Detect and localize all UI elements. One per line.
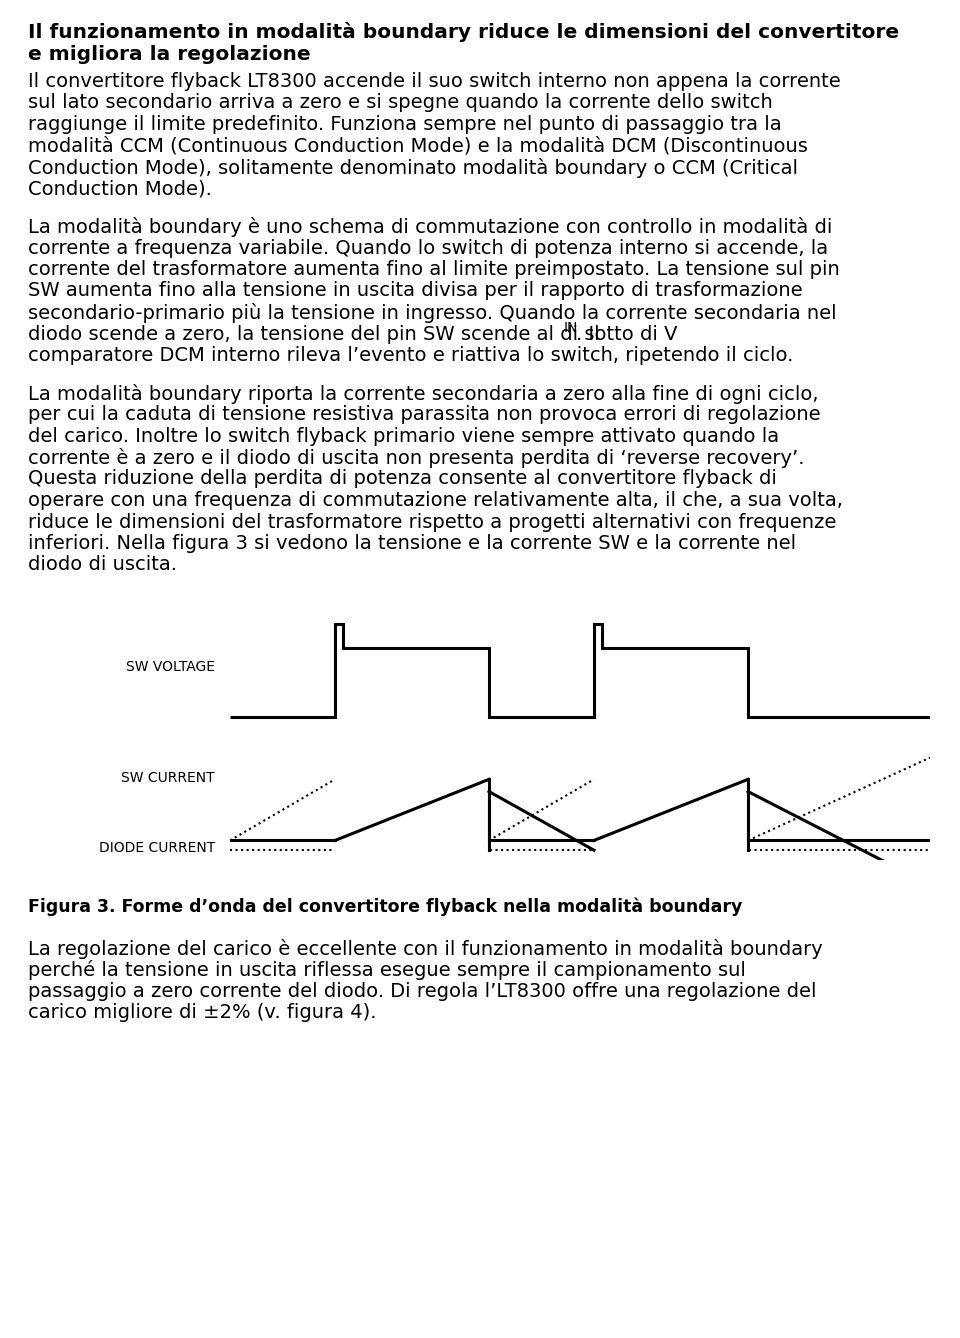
Text: per cui la caduta di tensione resistiva parassita non provoca errori di regolazi: per cui la caduta di tensione resistiva … <box>28 405 821 424</box>
Text: La modalità boundary riporta la corrente secondaria a zero alla fine di ogni cic: La modalità boundary riporta la corrente… <box>28 384 819 404</box>
Text: corrente a frequenza variabile. Quando lo switch di potenza interno si accende, : corrente a frequenza variabile. Quando l… <box>28 238 828 257</box>
Text: secondario-primario più la tensione in ingresso. Quando la corrente secondaria n: secondario-primario più la tensione in i… <box>28 302 836 322</box>
Text: comparatore DCM interno rileva l’evento e riattiva lo switch, ripetendo il ciclo: comparatore DCM interno rileva l’evento … <box>28 347 793 365</box>
Text: SW VOLTAGE: SW VOLTAGE <box>126 660 215 674</box>
Text: La modalità boundary è uno schema di commutazione con controllo in modalità di: La modalità boundary è uno schema di com… <box>28 217 832 237</box>
Text: sul lato secondario arriva a zero e si spegne quando la corrente dello switch: sul lato secondario arriva a zero e si s… <box>28 94 773 112</box>
Text: Questa riduzione della perdita di potenza consente al convertitore flyback di: Questa riduzione della perdita di potenz… <box>28 470 777 488</box>
Text: . Il: . Il <box>576 325 600 344</box>
Text: Il convertitore flyback LT8300 accende il suo switch interno non appena la corre: Il convertitore flyback LT8300 accende i… <box>28 72 841 91</box>
Text: del carico. Inoltre lo switch flyback primario viene sempre attivato quando la: del carico. Inoltre lo switch flyback pr… <box>28 427 780 446</box>
Text: Conduction Mode).: Conduction Mode). <box>28 179 212 198</box>
Text: diodo scende a zero, la tensione del pin SW scende al di sotto di V: diodo scende a zero, la tensione del pin… <box>28 325 678 344</box>
Text: DIODE CURRENT: DIODE CURRENT <box>99 842 215 855</box>
Text: IN: IN <box>564 321 578 336</box>
Text: SW aumenta fino alla tensione in uscita divisa per il rapporto di trasformazione: SW aumenta fino alla tensione in uscita … <box>28 281 803 301</box>
Text: operare con una frequenza di commutazione relativamente alta, il che, a sua volt: operare con una frequenza di commutazion… <box>28 491 843 510</box>
Text: e migliora la regolazione: e migliora la regolazione <box>28 45 311 64</box>
Text: corrente del trasformatore aumenta fino al limite preimpostato. La tensione sul : corrente del trasformatore aumenta fino … <box>28 260 840 280</box>
Text: inferiori. Nella figura 3 si vedono la tensione e la corrente SW e la corrente n: inferiori. Nella figura 3 si vedono la t… <box>28 534 796 553</box>
Text: Conduction Mode), solitamente denominato modalità boundary o CCM (Critical: Conduction Mode), solitamente denominato… <box>28 158 798 178</box>
Text: modalità CCM (Continuous Conduction Mode) e la modalità DCM (Discontinuous: modalità CCM (Continuous Conduction Mode… <box>28 136 808 155</box>
Text: diodo di uscita.: diodo di uscita. <box>28 555 177 574</box>
Text: perché la tensione in uscita riflessa esegue sempre il campionamento sul: perché la tensione in uscita riflessa es… <box>28 961 746 981</box>
Text: riduce le dimensioni del trasformatore rispetto a progetti alternativi con frequ: riduce le dimensioni del trasformatore r… <box>28 512 836 531</box>
Text: passaggio a zero corrente del diodo. Di regola l’LT8300 offre una regolazione de: passaggio a zero corrente del diodo. Di … <box>28 982 817 1001</box>
Text: corrente è a zero e il diodo di uscita non presenta perdita di ‘reverse recovery: corrente è a zero e il diodo di uscita n… <box>28 448 804 468</box>
Text: Il funzionamento in modalità boundary riduce le dimensioni del convertitore: Il funzionamento in modalità boundary ri… <box>28 21 900 41</box>
Text: raggiunge il limite predefinito. Funziona sempre nel punto di passaggio tra la: raggiunge il limite predefinito. Funzion… <box>28 115 781 134</box>
Text: Figura 3. Forme d’onda del convertitore flyback nella modalità boundary: Figura 3. Forme d’onda del convertitore … <box>28 896 742 915</box>
Text: SW CURRENT: SW CURRENT <box>121 771 215 785</box>
Text: carico migliore di ±2% (v. figura 4).: carico migliore di ±2% (v. figura 4). <box>28 1004 376 1022</box>
Text: La regolazione del carico è eccellente con il funzionamento in modalità boundary: La regolazione del carico è eccellente c… <box>28 939 823 959</box>
